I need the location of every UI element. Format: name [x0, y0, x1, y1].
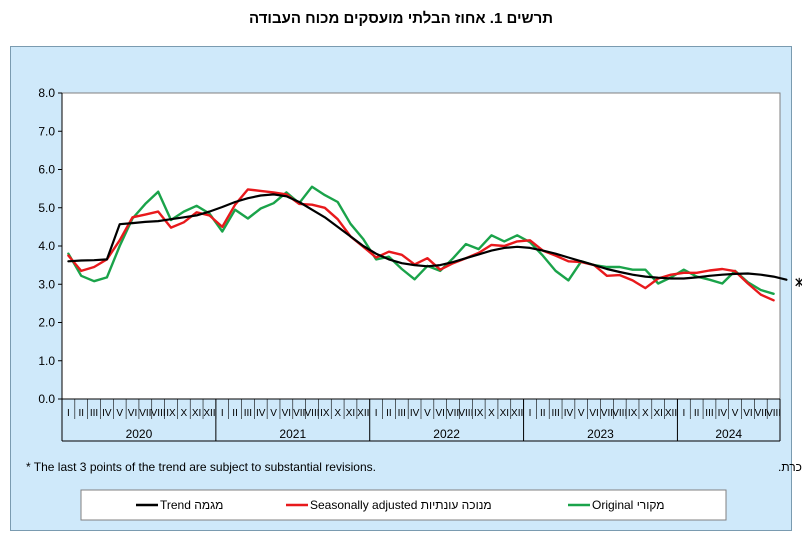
x-month-label: IV [256, 408, 266, 419]
x-month-label: IX [474, 408, 484, 419]
x-month-label: VI [282, 408, 291, 419]
x-month-label: I [529, 408, 532, 419]
x-month-label: III [551, 408, 559, 419]
x-month-label: X [488, 408, 495, 419]
x-year-label: 2021 [279, 427, 306, 441]
legend-box [80, 489, 727, 521]
x-month-label: II [540, 408, 546, 419]
x-month-label: VIII [612, 408, 627, 419]
x-month-label: VIII [151, 408, 166, 419]
chart-title: תרשים 1. אחוז הבלתי מועסקים מכוח העבודה [249, 10, 553, 27]
x-month-label: II [78, 408, 84, 419]
x-month-label: IX [628, 408, 638, 419]
x-month-label: III [705, 408, 713, 419]
legend-label-sa: Seasonally adjusted מנוכה עונתיות [310, 498, 492, 512]
x-year-label: 2023 [587, 427, 614, 441]
x-year-label: 2020 [126, 427, 153, 441]
x-month-label: IV [102, 408, 112, 419]
x-month-label: VI [743, 408, 752, 419]
x-month-label: VII [755, 408, 767, 419]
y-tick-label: 8.0 [38, 86, 55, 100]
y-tick-label: 4.0 [38, 239, 55, 253]
x-month-label: II [386, 408, 392, 419]
x-month-label: X [180, 408, 187, 419]
y-tick-label: 2.0 [38, 316, 55, 330]
x-month-label: VII [601, 408, 613, 419]
x-month-label: XI [653, 408, 662, 419]
x-month-label: IV [564, 408, 574, 419]
axes: 0.01.02.03.04.05.06.07.08.0I II III IV V VI VI… [38, 86, 781, 442]
series-group [67, 185, 802, 302]
x-month-label: I [682, 408, 685, 419]
x-month-label: II [232, 408, 238, 419]
x-month-label: V [732, 408, 739, 419]
x-month-label: IV [718, 408, 728, 419]
x-month-label: I [67, 408, 70, 419]
x-month-label: III [90, 408, 98, 419]
x-month-label: III [244, 408, 252, 419]
x-month-label: VIII [305, 408, 320, 419]
x-month-label: X [334, 408, 341, 419]
y-tick-label: 5.0 [38, 201, 55, 215]
y-tick-label: 3.0 [38, 277, 55, 291]
note-english: * The last 3 points of the trend are sub… [26, 460, 376, 474]
x-month-label: VII [293, 408, 305, 419]
y-tick-label: 7.0 [38, 124, 55, 138]
x-month-label: IX [320, 408, 330, 419]
x-year-label: 2024 [715, 427, 742, 441]
legend-label-orig: Original מקורי [592, 498, 665, 512]
y-tick-label: 6.0 [38, 163, 55, 177]
y-tick-label: 0.0 [38, 392, 55, 406]
x-month-label: VII [139, 408, 151, 419]
x-month-label: I [375, 408, 378, 419]
x-month-label: XII [357, 408, 369, 419]
x-month-label: V [424, 408, 431, 419]
legend: Trend מגמה Seasonally adjusted מנוכה עונת… [136, 498, 665, 512]
x-month-label: VI [128, 408, 137, 419]
x-month-label: VI [589, 408, 598, 419]
x-month-label: VII [447, 408, 459, 419]
plot-area [61, 92, 781, 400]
x-month-label: XI [500, 408, 509, 419]
x-month-label: V [116, 408, 123, 419]
x-month-label: XI [192, 408, 201, 419]
x-month-label: IV [410, 408, 420, 419]
series-trend-line [67, 193, 788, 281]
x-month-label: V [270, 408, 277, 419]
note-hebrew: * שלוש הנקודות האחרונות של המגמה עשויות … [778, 460, 802, 474]
x-month-label: II [694, 408, 700, 419]
legend-label-trend: Trend מגמה [160, 498, 223, 512]
x-month-label: I [221, 408, 224, 419]
y-tick-label: 1.0 [38, 354, 55, 368]
x-month-label: V [578, 408, 585, 419]
series-sa-line [67, 188, 775, 302]
x-month-label: III [398, 408, 406, 419]
x-month-label: VIII [458, 408, 473, 419]
x-month-label: X [642, 408, 649, 419]
x-month-label: XII [203, 408, 215, 419]
x-month-label: XII [511, 408, 523, 419]
x-year-label: 2022 [433, 427, 460, 441]
x-month-label: IX [166, 408, 176, 419]
x-month-label: VI [436, 408, 445, 419]
x-month-label: VIII [766, 408, 781, 419]
x-month-label: XI [346, 408, 355, 419]
x-month-label: XII [665, 408, 677, 419]
